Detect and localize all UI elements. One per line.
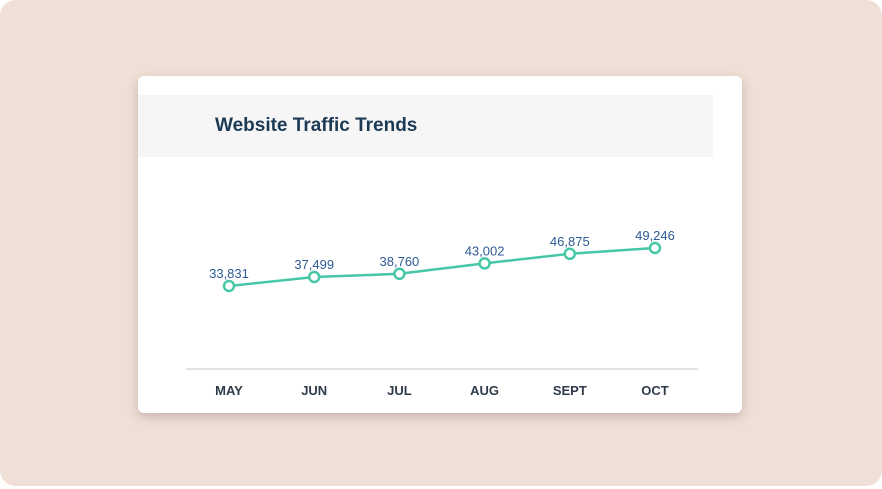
data-point-aug — [478, 257, 491, 270]
series-group — [222, 241, 662, 293]
x-tick-label-sept: SEPT — [553, 383, 587, 398]
x-tick-label-oct: OCT — [641, 383, 669, 398]
data-label-jul: 38,760 — [380, 254, 420, 269]
data-point-may — [222, 279, 236, 293]
data-label-oct: 49,246 — [635, 228, 675, 243]
line-chart: 33,831 37,499 38,760 43,002 46,875 49,246 MAY… — [186, 228, 698, 398]
chart-header: Website Traffic Trends — [138, 95, 713, 157]
x-tick-label-jul: JUL — [387, 383, 412, 398]
data-label-aug: 43,002 — [465, 243, 505, 258]
data-label-sept: 46,875 — [550, 234, 590, 249]
chart-title: Website Traffic Trends — [215, 115, 418, 136]
data-label-may: 33,831 — [209, 266, 249, 281]
data-point-jul — [393, 267, 406, 281]
x-tick-label-aug: AUG — [470, 383, 499, 398]
data-point-sept — [563, 247, 577, 261]
data-labels-group: 33,831 37,499 38,760 43,002 46,875 49,246 — [209, 228, 675, 281]
x-tick-label-may: MAY — [215, 383, 243, 398]
series-line — [227, 246, 657, 288]
x-tick-label-jun: JUN — [301, 383, 327, 398]
chart-card: Website Traffic Trends 33,831 37,499 38,76… — [138, 76, 742, 413]
data-point-jun — [307, 270, 321, 284]
data-label-jun: 37,499 — [294, 257, 334, 272]
data-point-oct — [648, 241, 662, 255]
x-tick-labels-group: MAY JUN JUL AUG SEPT OCT — [215, 383, 669, 398]
